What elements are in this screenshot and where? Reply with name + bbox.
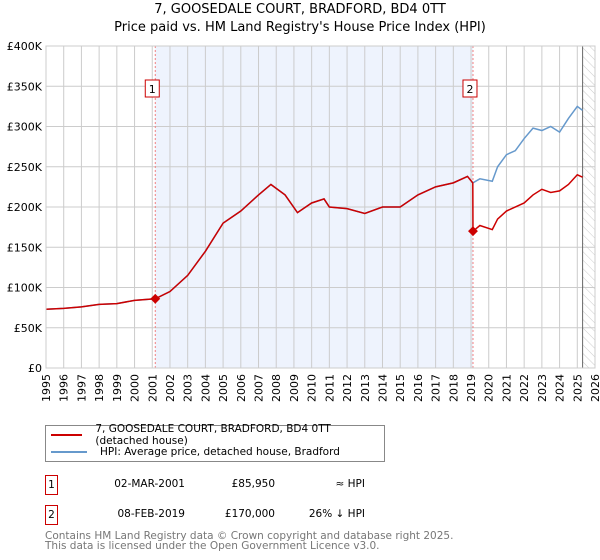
plot-area: 1995 1996 1997 1998 1999 2000 2001 2002 2003 2004… xyxy=(7,40,600,402)
x-tick-label: 2020 xyxy=(483,374,496,402)
x-tick-label: 1996 xyxy=(58,374,71,402)
x-tick-label: 2025 xyxy=(571,374,584,402)
legend-swatch-red xyxy=(51,433,83,436)
chart-subtitle: Price paid vs. HM Land Registry's House … xyxy=(114,20,486,35)
x-tick-label: 2005 xyxy=(217,374,230,402)
y-tick-label: £300K xyxy=(7,121,43,134)
x-tick-label: 2013 xyxy=(359,374,372,402)
x-tick-label: 2003 xyxy=(182,374,195,402)
x-tick-label: 2006 xyxy=(235,374,248,402)
x-tick-label: 2008 xyxy=(270,374,283,402)
legend-item-property: 7, GOOSEDALE COURT, BRADFORD, BD4 0TT (d… xyxy=(46,423,384,447)
footer: Contains HM Land Registry data © Crown c… xyxy=(45,530,454,552)
property-line xyxy=(45,173,583,310)
plot-border xyxy=(45,45,596,369)
sale-label: 1 xyxy=(149,83,156,96)
sale-label-box xyxy=(462,79,478,98)
x-tick-label: 2015 xyxy=(394,374,407,402)
transaction-date: 02-MAR-2001 xyxy=(114,478,185,490)
x-tick-label: 2000 xyxy=(129,374,142,402)
x-tick-label: 2001 xyxy=(146,374,159,402)
transaction-hpi: ≈ HPI xyxy=(335,478,365,490)
legend-label: 7, GOOSEDALE COURT, BRADFORD, BD4 0TT (d… xyxy=(95,422,331,447)
y-tick-label: £0 xyxy=(28,362,42,375)
chart-title: 7, GOOSEDALE COURT, BRADFORD, BD4 0TT xyxy=(154,2,446,17)
legend: 7, GOOSEDALE COURT, BRADFORD, BD4 0TT (d… xyxy=(45,423,385,462)
x-tick-label: 2017 xyxy=(430,374,443,402)
x-tick-label: 1999 xyxy=(111,374,124,402)
footer-line: This data is licensed under the Open Gov… xyxy=(45,540,380,552)
x-tick-label: 2018 xyxy=(447,374,460,402)
x-tick-label: 2022 xyxy=(518,374,531,402)
y-tick-label: £400K xyxy=(7,40,43,53)
x-tick-label: 2004 xyxy=(199,374,212,402)
transaction-date: 08-FEB-2019 xyxy=(117,508,185,520)
transaction-marker: 1 xyxy=(45,475,58,495)
y-tick-label: £150K xyxy=(7,241,43,254)
x-tick-label: 2009 xyxy=(288,374,301,402)
sale-label-box xyxy=(144,79,160,98)
x-tick-label: 1997 xyxy=(75,374,88,402)
x-tick-label: 2010 xyxy=(306,374,319,402)
sale-point xyxy=(468,226,478,237)
x-tick-label: 2024 xyxy=(554,374,567,402)
x-tick-label: 2011 xyxy=(323,374,336,402)
y-tick-label: £50K xyxy=(14,322,43,335)
x-tick-label: 2016 xyxy=(412,374,425,402)
y-tick-label: £200K xyxy=(7,201,43,214)
legend-label: HPI: Average price, detached house, Brad… xyxy=(100,445,340,458)
transaction-price: £85,950 xyxy=(231,478,275,490)
x-tick-label: 1995 xyxy=(40,374,53,402)
transaction-hpi: 26% ↓ HPI xyxy=(308,508,365,520)
x-tick-label: 2023 xyxy=(536,374,549,402)
y-tick-label: £250K xyxy=(7,161,43,174)
y-tick-label: £100K xyxy=(7,282,43,295)
x-tick-label: 1998 xyxy=(93,374,106,402)
legend-item-hpi: HPI: Average price, detached house, Brad… xyxy=(46,443,340,460)
x-tick-label: 2021 xyxy=(500,374,513,402)
transaction-price: £170,000 xyxy=(224,508,275,520)
footer-line: Contains HM Land Registry data © Crown c… xyxy=(45,530,454,542)
y-tick-label: £350K xyxy=(7,80,43,93)
transaction-marker: 2 xyxy=(45,505,58,525)
legend-swatch-blue xyxy=(51,450,87,453)
sale-point xyxy=(150,293,161,304)
x-tick-label: 2012 xyxy=(341,374,354,402)
x-tick-label: 2026 xyxy=(589,374,600,402)
x-tick-label: 2019 xyxy=(465,374,478,402)
x-tick-label: 2014 xyxy=(376,374,389,402)
x-tick-label: 2002 xyxy=(164,374,177,402)
sale-label: 2 xyxy=(466,83,473,96)
x-tick-label: 2007 xyxy=(253,374,266,402)
